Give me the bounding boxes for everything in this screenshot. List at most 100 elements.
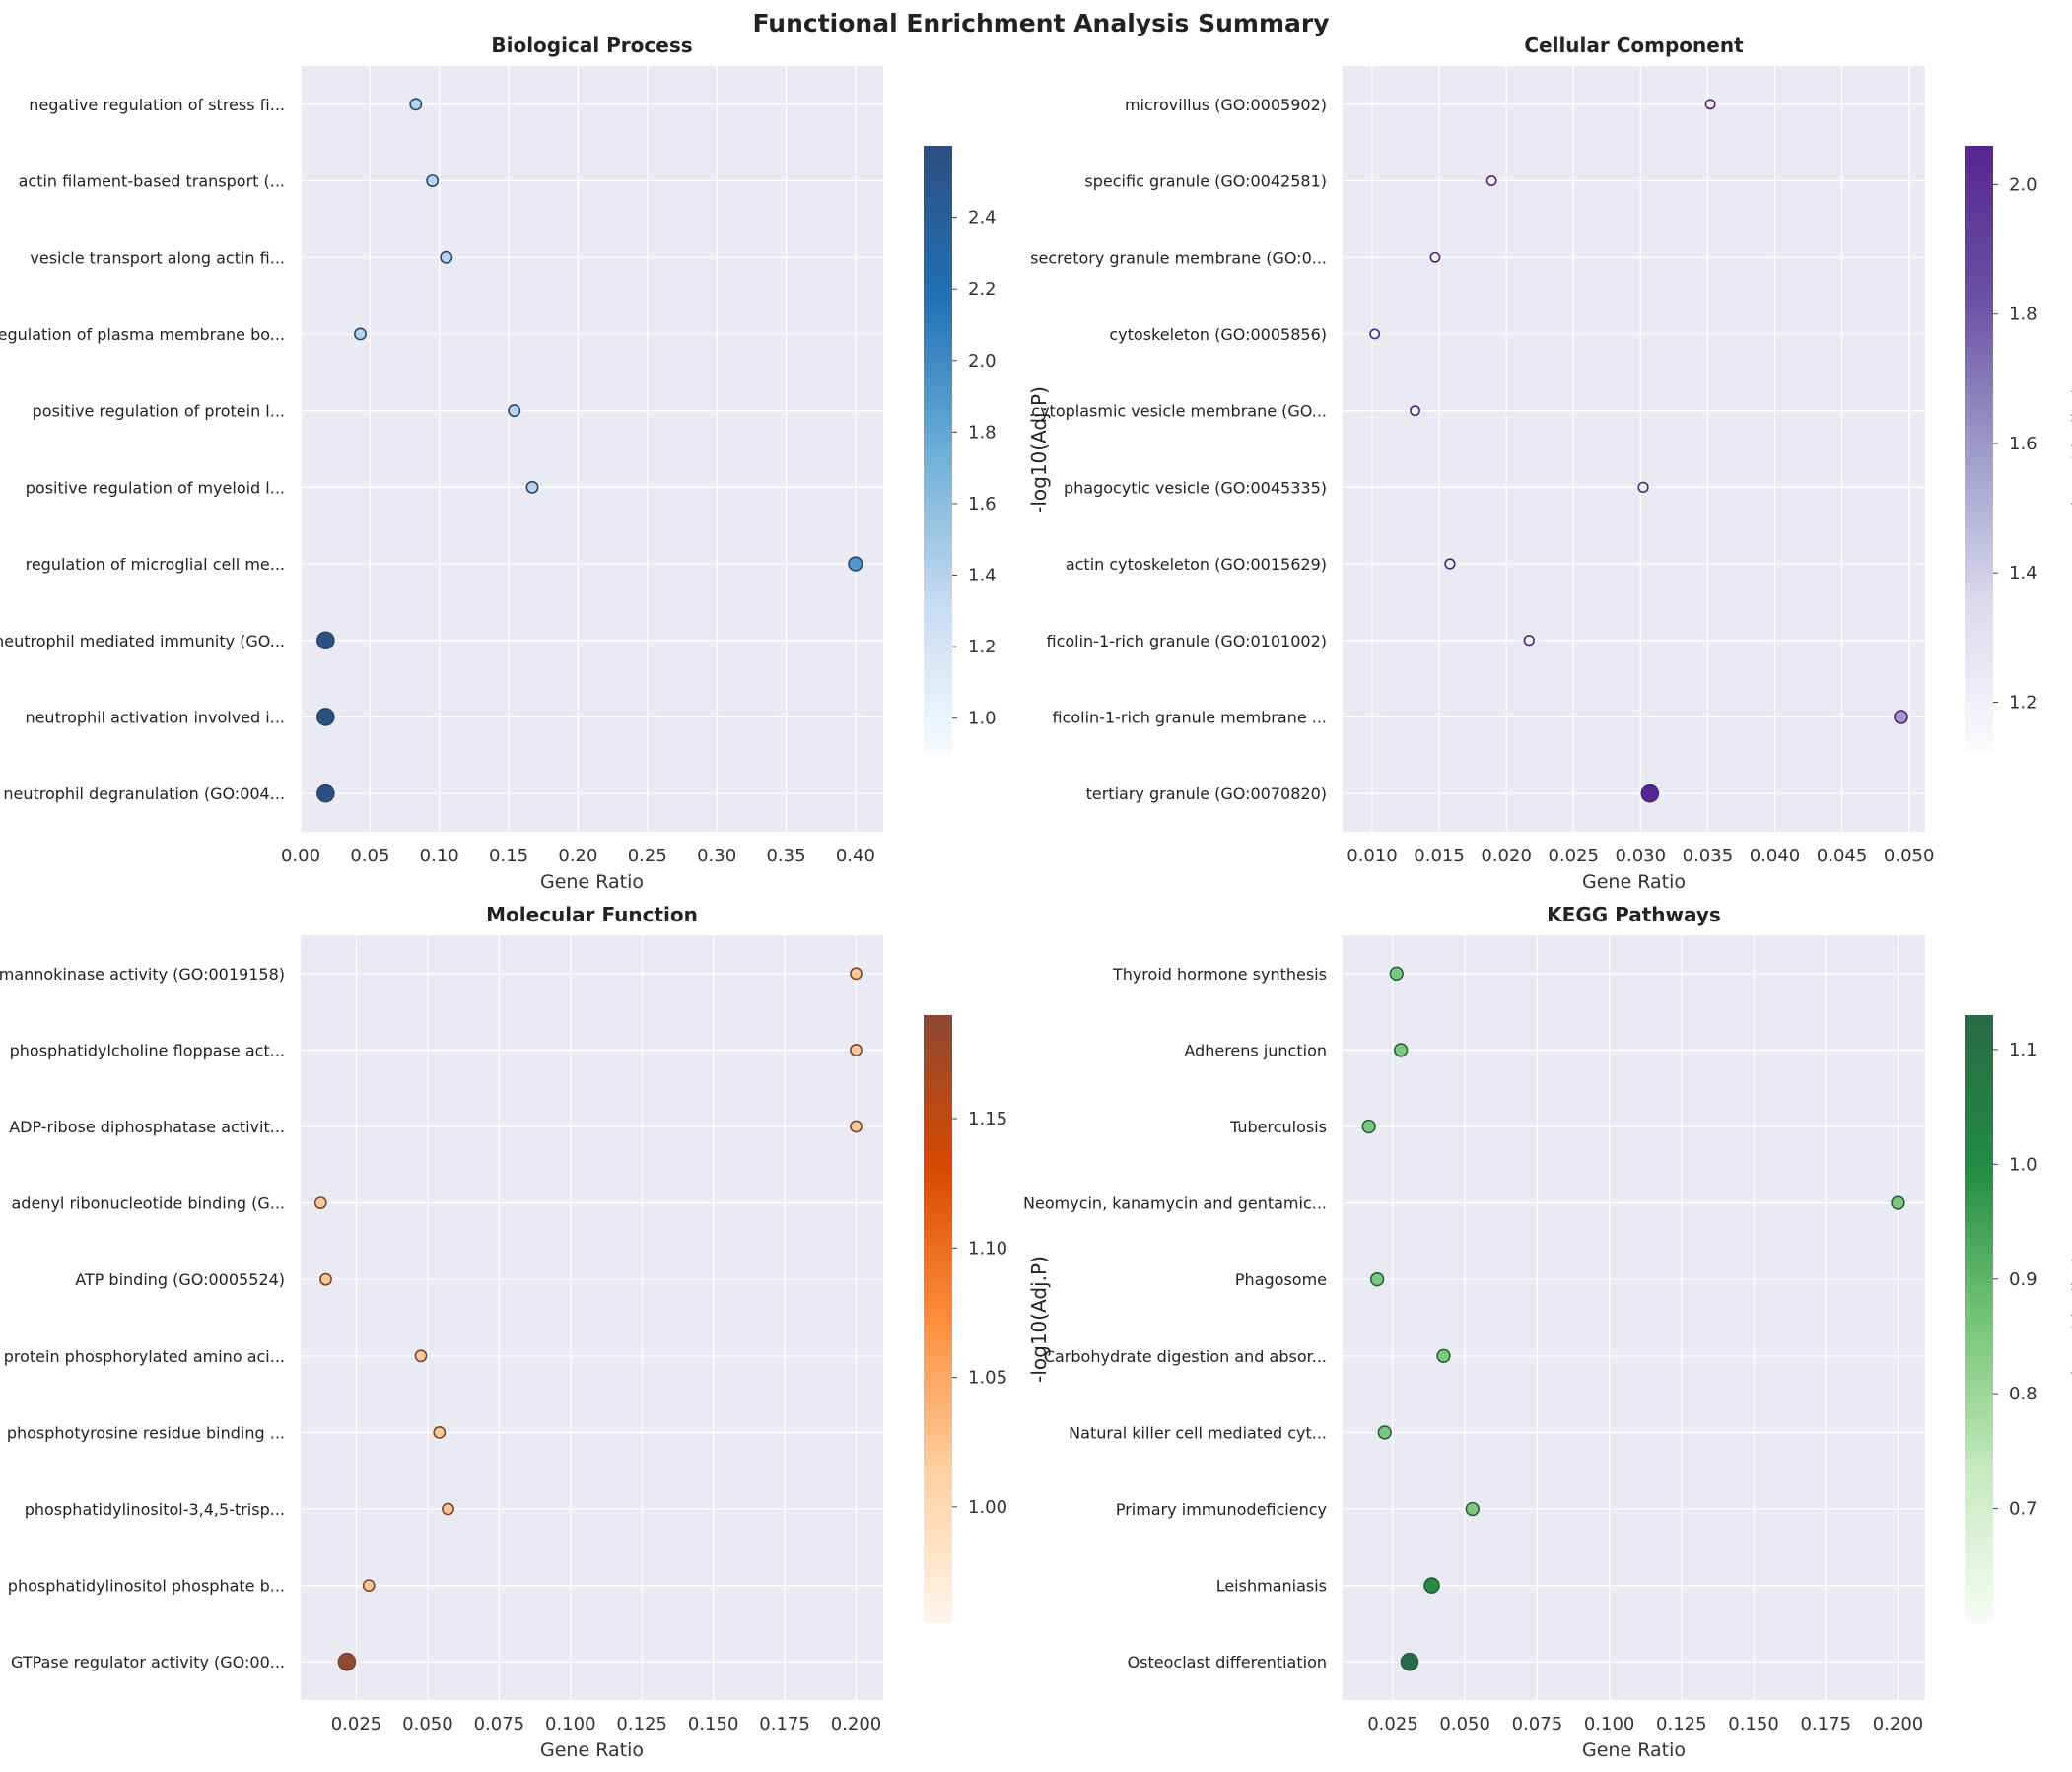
colorbar-tick-label: 1.1	[2009, 1040, 2037, 1060]
x-tick-label: 0.035	[1683, 846, 1734, 866]
y-tick-label: Adherens junction	[1184, 1041, 1327, 1059]
panel-2: Cellular Component 0.010 0.015 0.020 0.025 0.…	[1030, 34, 2072, 893]
data-point	[1400, 1652, 1419, 1671]
colorbar-tick-label: 1.4	[2009, 563, 2037, 583]
panel-1: Biological Process 0.00 0.05 0.10 0.15 0.20 0.…	[0, 34, 1051, 893]
data-point	[1393, 1043, 1409, 1057]
data-point	[1465, 1501, 1480, 1517]
y-tick-label: phagocytic vesicle (GO:0045335)	[1064, 478, 1327, 497]
x-tick-label: 0.030	[1616, 846, 1667, 866]
y-tick-label: protein phosphorylated amino aci...	[4, 1347, 285, 1366]
x-tick-label: 0.15	[489, 846, 528, 866]
data-point	[337, 1652, 357, 1671]
y-tick-label: microvillus (GO:0005902)	[1125, 96, 1327, 114]
y-tick-label: vesicle transport along actin fi...	[30, 248, 285, 267]
x-tick-label: 0.100	[1584, 1714, 1635, 1735]
colorbar-label: -log10(Adj.P)	[2068, 386, 2072, 513]
figure-title: Functional Enrichment Analysis Summary	[752, 9, 1329, 37]
data-point	[850, 1120, 863, 1133]
y-tick-label: Tuberculosis	[1229, 1118, 1327, 1136]
x-tick-label: 0.200	[1873, 1714, 1924, 1735]
y-tick-label: neutrophil mediated immunity (GO...	[0, 632, 285, 650]
colorbar-tick-label: 1.00	[968, 1497, 1007, 1518]
colorbar-tick-label: 1.4	[968, 566, 997, 586]
x-tick-label: 0.00	[281, 846, 320, 866]
colorbar	[924, 1015, 952, 1623]
colorbar-tick-label: 1.8	[2009, 305, 2037, 325]
colorbar-tick-label: 2.0	[968, 351, 997, 372]
colorbar-tick-label: 2.0	[2009, 174, 2037, 195]
y-tick-label: phosphotyrosine residue binding ...	[7, 1423, 285, 1442]
y-tick-label: Thyroid hormone synthesis	[1112, 965, 1327, 984]
data-point	[1377, 1425, 1392, 1440]
data-point	[508, 404, 521, 418]
y-tick-label: neutrophil activation involved i...	[25, 708, 285, 726]
colorbar-tick-label: 2.4	[968, 208, 997, 229]
plot-area	[301, 935, 883, 1700]
x-tick-label: 0.050	[1884, 846, 1935, 866]
y-tick-label: positive regulation of protein l...	[33, 402, 285, 421]
data-point	[426, 174, 440, 188]
x-tick-label: 0.075	[474, 1714, 525, 1735]
panel-4: KEGG Pathways 0.025 0.050 0.075 0.100 0.125 0.…	[1023, 903, 2072, 1761]
x-tick-label: 0.05	[350, 846, 389, 866]
x-tick-label: 0.40	[836, 846, 875, 866]
colorbar-tick-label: 1.8	[968, 422, 997, 443]
y-tick-label: neutrophil degranulation (GO:004...	[3, 784, 285, 803]
data-point	[1410, 405, 1420, 417]
y-tick-label: positive regulation of myeloid l...	[26, 478, 285, 497]
y-tick-label: GTPase regulator activity (GO:00...	[11, 1653, 285, 1671]
data-point	[440, 250, 453, 264]
data-point	[316, 784, 335, 803]
colorbar-tick-label: 1.6	[968, 494, 997, 514]
panel-title: KEGG Pathways	[1547, 903, 1721, 926]
colorbar-tick-label: 1.6	[2009, 434, 2037, 454]
y-tick-label: ficolin-1-rich granule membrane ...	[1052, 708, 1327, 726]
colorbar-tick-label: 1.0	[968, 709, 997, 729]
data-point	[316, 631, 335, 650]
x-tick-label: 0.020	[1481, 846, 1532, 866]
colorbar-tick-label: 2.2	[968, 279, 997, 300]
x-axis-label: Gene Ratio	[540, 1739, 644, 1761]
panel-title: Biological Process	[491, 34, 692, 57]
data-point	[848, 556, 863, 572]
x-tick-label: 0.045	[1817, 846, 1868, 866]
y-tick-label: Natural killer cell mediated cyt...	[1069, 1423, 1327, 1442]
data-point	[319, 1272, 332, 1286]
x-tick-label: 0.150	[1728, 1714, 1779, 1735]
data-point	[1436, 1348, 1451, 1363]
data-point	[313, 1196, 327, 1210]
data-point	[442, 1502, 454, 1516]
y-tick-label: specific granule (GO:0042581)	[1084, 172, 1327, 191]
x-tick-label: 0.050	[402, 1714, 453, 1735]
data-point	[1891, 1195, 1905, 1210]
panel-title: Cellular Component	[1524, 34, 1744, 57]
x-tick-label: 0.025	[331, 1714, 382, 1735]
colorbar-tick-label: 1.0	[2009, 1154, 2037, 1175]
colorbar	[924, 146, 952, 754]
data-point	[1637, 481, 1649, 493]
data-point	[1894, 710, 1908, 724]
y-tick-label: regulation of plasma membrane bo...	[0, 325, 285, 344]
x-tick-label: 0.30	[697, 846, 736, 866]
data-point	[316, 708, 335, 726]
x-tick-label: 0.025	[1367, 1714, 1418, 1735]
colorbar-tick-label: 1.2	[968, 637, 997, 657]
x-axis-label: Gene Ratio	[1582, 1739, 1686, 1761]
y-tick-label: Osteoclast differentiation	[1128, 1653, 1327, 1671]
data-point	[409, 98, 423, 111]
x-tick-label: 0.20	[558, 846, 597, 866]
x-tick-label: 0.175	[759, 1714, 810, 1735]
y-tick-label: adenyl ribonucleotide binding (G...	[12, 1194, 286, 1213]
colorbar-label: -log10(Adj.P)	[1027, 386, 1051, 513]
data-point	[1423, 1577, 1440, 1594]
y-tick-label: Carbohydrate digestion and absor...	[1044, 1347, 1327, 1366]
plot-area	[1343, 935, 1925, 1700]
data-point	[354, 327, 367, 341]
x-tick-label: 0.010	[1347, 846, 1398, 866]
y-tick-label: phosphatidylcholine floppase act...	[10, 1041, 285, 1059]
data-point	[850, 1043, 863, 1056]
colorbar	[1965, 1015, 1993, 1623]
data-point	[1429, 251, 1441, 263]
